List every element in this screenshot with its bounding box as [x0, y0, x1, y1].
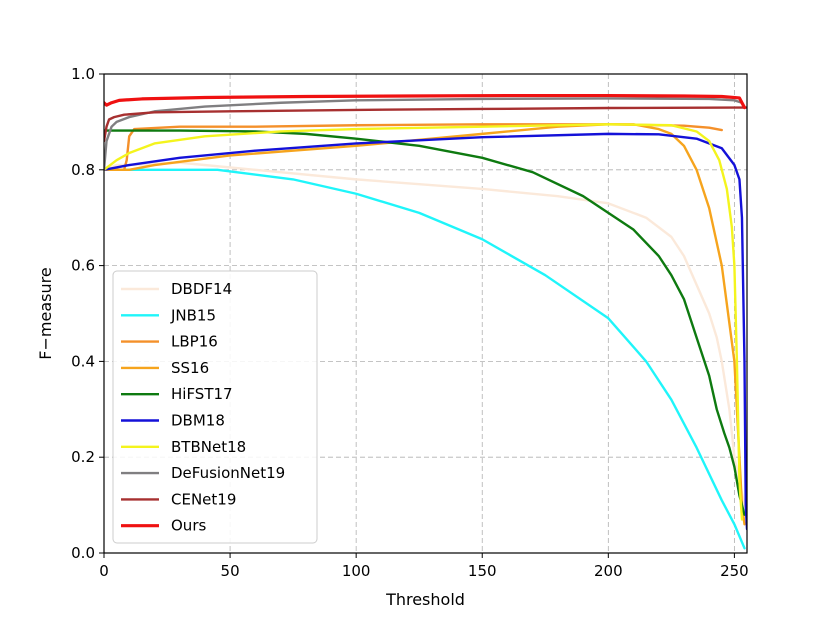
x-tick-label: 250 [720, 562, 749, 580]
series-line-dbdf14 [104, 161, 747, 516]
y-tick-label: 0.8 [71, 161, 95, 179]
x-tick-label: 200 [594, 562, 623, 580]
legend: DBDF14 JNB15 LBP16 SS16 HiFST17 DBM18 BTBNet18… [112, 270, 318, 544]
y-tick-label: 0.0 [71, 544, 95, 562]
series-line-dbm18 [104, 132, 747, 531]
series-lines [104, 93, 747, 550]
y-axis-label: F−measure [36, 267, 55, 359]
y-tick-label: 1.0 [71, 65, 95, 83]
legend-label-btbnet18: BTBNet18 [171, 438, 246, 456]
series-line-ours [104, 93, 747, 110]
series-line-defusionnet19 [104, 97, 744, 171]
x-tick-label: 150 [468, 562, 497, 580]
series-line-ss16 [104, 123, 746, 526]
legend-label-lbp16: LBP16 [171, 333, 218, 351]
legend-label-dbm18: DBM18 [171, 412, 225, 430]
y-tick-label: 0.2 [71, 448, 95, 466]
x-tick-label: 100 [342, 562, 371, 580]
legend-label-defusionnet19: DeFusionNet19 [171, 464, 285, 482]
x-tick-label: 50 [221, 562, 240, 580]
y-tick-label: 0.4 [71, 352, 95, 370]
plot-frame [103, 73, 748, 554]
legend-label-ss16: SS16 [171, 359, 209, 377]
series-line-btbnet18 [104, 123, 744, 521]
y-tick-label: 0.6 [71, 257, 95, 275]
series-line-cenet19 [104, 106, 747, 143]
legend-label-dbdf14: DBDF14 [171, 280, 232, 298]
legend-label-ours: Ours [171, 517, 206, 535]
x-axis-label: Threshold [385, 590, 465, 609]
legend-label-jnb15: JNB15 [170, 306, 216, 324]
x-tick-label: 0 [99, 562, 109, 580]
legend-label-hifst17: HiFST17 [171, 385, 233, 403]
axis-ticks: 0 50 100 150 200 250 0.0 0.2 0.4 0.6 0.8 1.0 [71, 65, 749, 580]
legend-box [112, 270, 318, 544]
legend-label-cenet19: CENet19 [171, 490, 236, 508]
series-line-hifst17 [104, 129, 746, 516]
series-line-jnb15 [104, 168, 746, 550]
